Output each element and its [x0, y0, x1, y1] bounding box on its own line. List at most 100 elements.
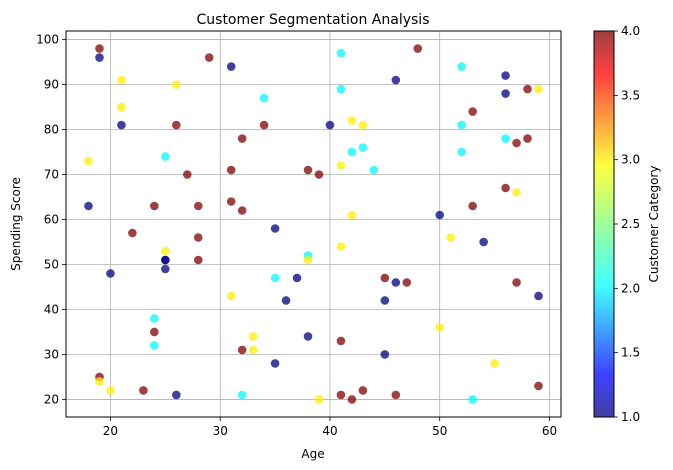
data-point: [237, 206, 247, 215]
data-point: [161, 264, 170, 274]
data-point: [391, 75, 401, 85]
data-point: [380, 350, 390, 359]
data-point: [358, 143, 368, 152]
data-point: [501, 71, 510, 80]
data-point: [523, 134, 532, 143]
colorbar-tick-label: 4.0: [621, 24, 640, 38]
data-point: [457, 62, 466, 71]
x-axis-ticks: 20 30 40 50 60: [103, 417, 557, 438]
data-points: [84, 44, 543, 404]
y-tick-label: 30: [44, 347, 59, 361]
data-point: [523, 84, 532, 94]
x-tick-label: 40: [322, 424, 337, 438]
y-tick-label: 70: [44, 168, 59, 182]
x-tick-label: 50: [432, 424, 447, 438]
data-point: [106, 269, 115, 278]
data-point: [270, 359, 280, 368]
data-point: [84, 156, 93, 166]
colorbar-tick-label: 2.5: [621, 217, 640, 231]
data-point: [139, 386, 148, 395]
data-point: [248, 345, 258, 355]
data-point: [161, 255, 170, 265]
data-point: [391, 390, 401, 400]
colorbar-tick-label: 3.5: [621, 88, 640, 102]
grid-lines: [66, 31, 561, 417]
data-point: [380, 273, 390, 283]
data-point: [402, 278, 412, 287]
data-point: [347, 147, 357, 157]
data-point: [303, 255, 313, 265]
data-point: [226, 197, 236, 206]
data-point: [150, 327, 159, 337]
data-point: [259, 120, 269, 130]
data-point: [512, 138, 521, 148]
data-point: [117, 75, 126, 85]
data-point: [259, 93, 269, 103]
data-point: [84, 201, 93, 211]
data-point: [248, 332, 258, 341]
data-point: [172, 120, 181, 130]
data-point: [172, 80, 181, 89]
data-point: [347, 210, 357, 220]
data-point: [435, 323, 445, 332]
data-point: [95, 44, 104, 53]
colorbar: [594, 31, 614, 417]
data-point: [391, 278, 401, 287]
data-point: [325, 120, 335, 130]
data-point: [95, 377, 104, 386]
data-point: [369, 165, 379, 175]
data-point: [446, 233, 455, 242]
colorbar-tick-label: 1.0: [621, 410, 640, 424]
data-point: [380, 296, 390, 305]
data-point: [413, 44, 423, 53]
data-point: [468, 107, 477, 116]
colorbar-tick-label: 1.5: [621, 346, 640, 360]
data-point: [534, 291, 543, 301]
data-point: [281, 296, 291, 305]
data-point: [226, 165, 236, 175]
y-axis-ticks: 20 30 40 50 60 70 80 90 100: [36, 33, 66, 406]
data-point: [501, 183, 510, 193]
data-point: [479, 237, 488, 247]
data-point: [490, 359, 499, 368]
colorbar-tick-label: 2.0: [621, 281, 640, 295]
data-point: [336, 84, 346, 94]
data-point: [226, 62, 236, 71]
data-point: [193, 233, 203, 242]
data-point: [435, 210, 445, 220]
data-point: [303, 165, 313, 175]
data-point: [161, 246, 170, 256]
data-point: [161, 152, 170, 161]
x-tick-label: 60: [542, 424, 557, 438]
y-tick-label: 80: [44, 123, 59, 137]
data-point: [336, 336, 346, 346]
data-point: [270, 273, 280, 283]
colorbar-label: Customer Category: [647, 166, 661, 283]
data-point: [237, 390, 247, 400]
data-point: [314, 395, 324, 404]
y-tick-label: 100: [36, 33, 59, 47]
data-point: [193, 201, 203, 211]
data-point: [468, 395, 477, 404]
data-point: [468, 201, 477, 211]
y-tick-label: 90: [44, 78, 59, 92]
data-point: [128, 228, 137, 238]
data-point: [336, 242, 346, 251]
data-point: [347, 116, 357, 125]
plot-area-bg: [66, 31, 561, 417]
data-point: [226, 291, 236, 301]
data-point: [117, 120, 126, 130]
data-point: [347, 395, 357, 404]
data-point: [172, 390, 181, 400]
data-point: [336, 48, 346, 58]
colorbar-ticks: 1.0 1.5 2.0 2.5 3.0 3.5 4.0: [614, 24, 640, 424]
y-axis-label: Spending Score: [9, 177, 23, 271]
data-point: [336, 390, 346, 400]
data-point: [358, 386, 368, 395]
data-point: [512, 278, 521, 287]
chart-title: Customer Segmentation Analysis: [197, 12, 430, 28]
data-point: [314, 170, 324, 179]
data-point: [150, 201, 159, 211]
data-point: [512, 188, 521, 197]
